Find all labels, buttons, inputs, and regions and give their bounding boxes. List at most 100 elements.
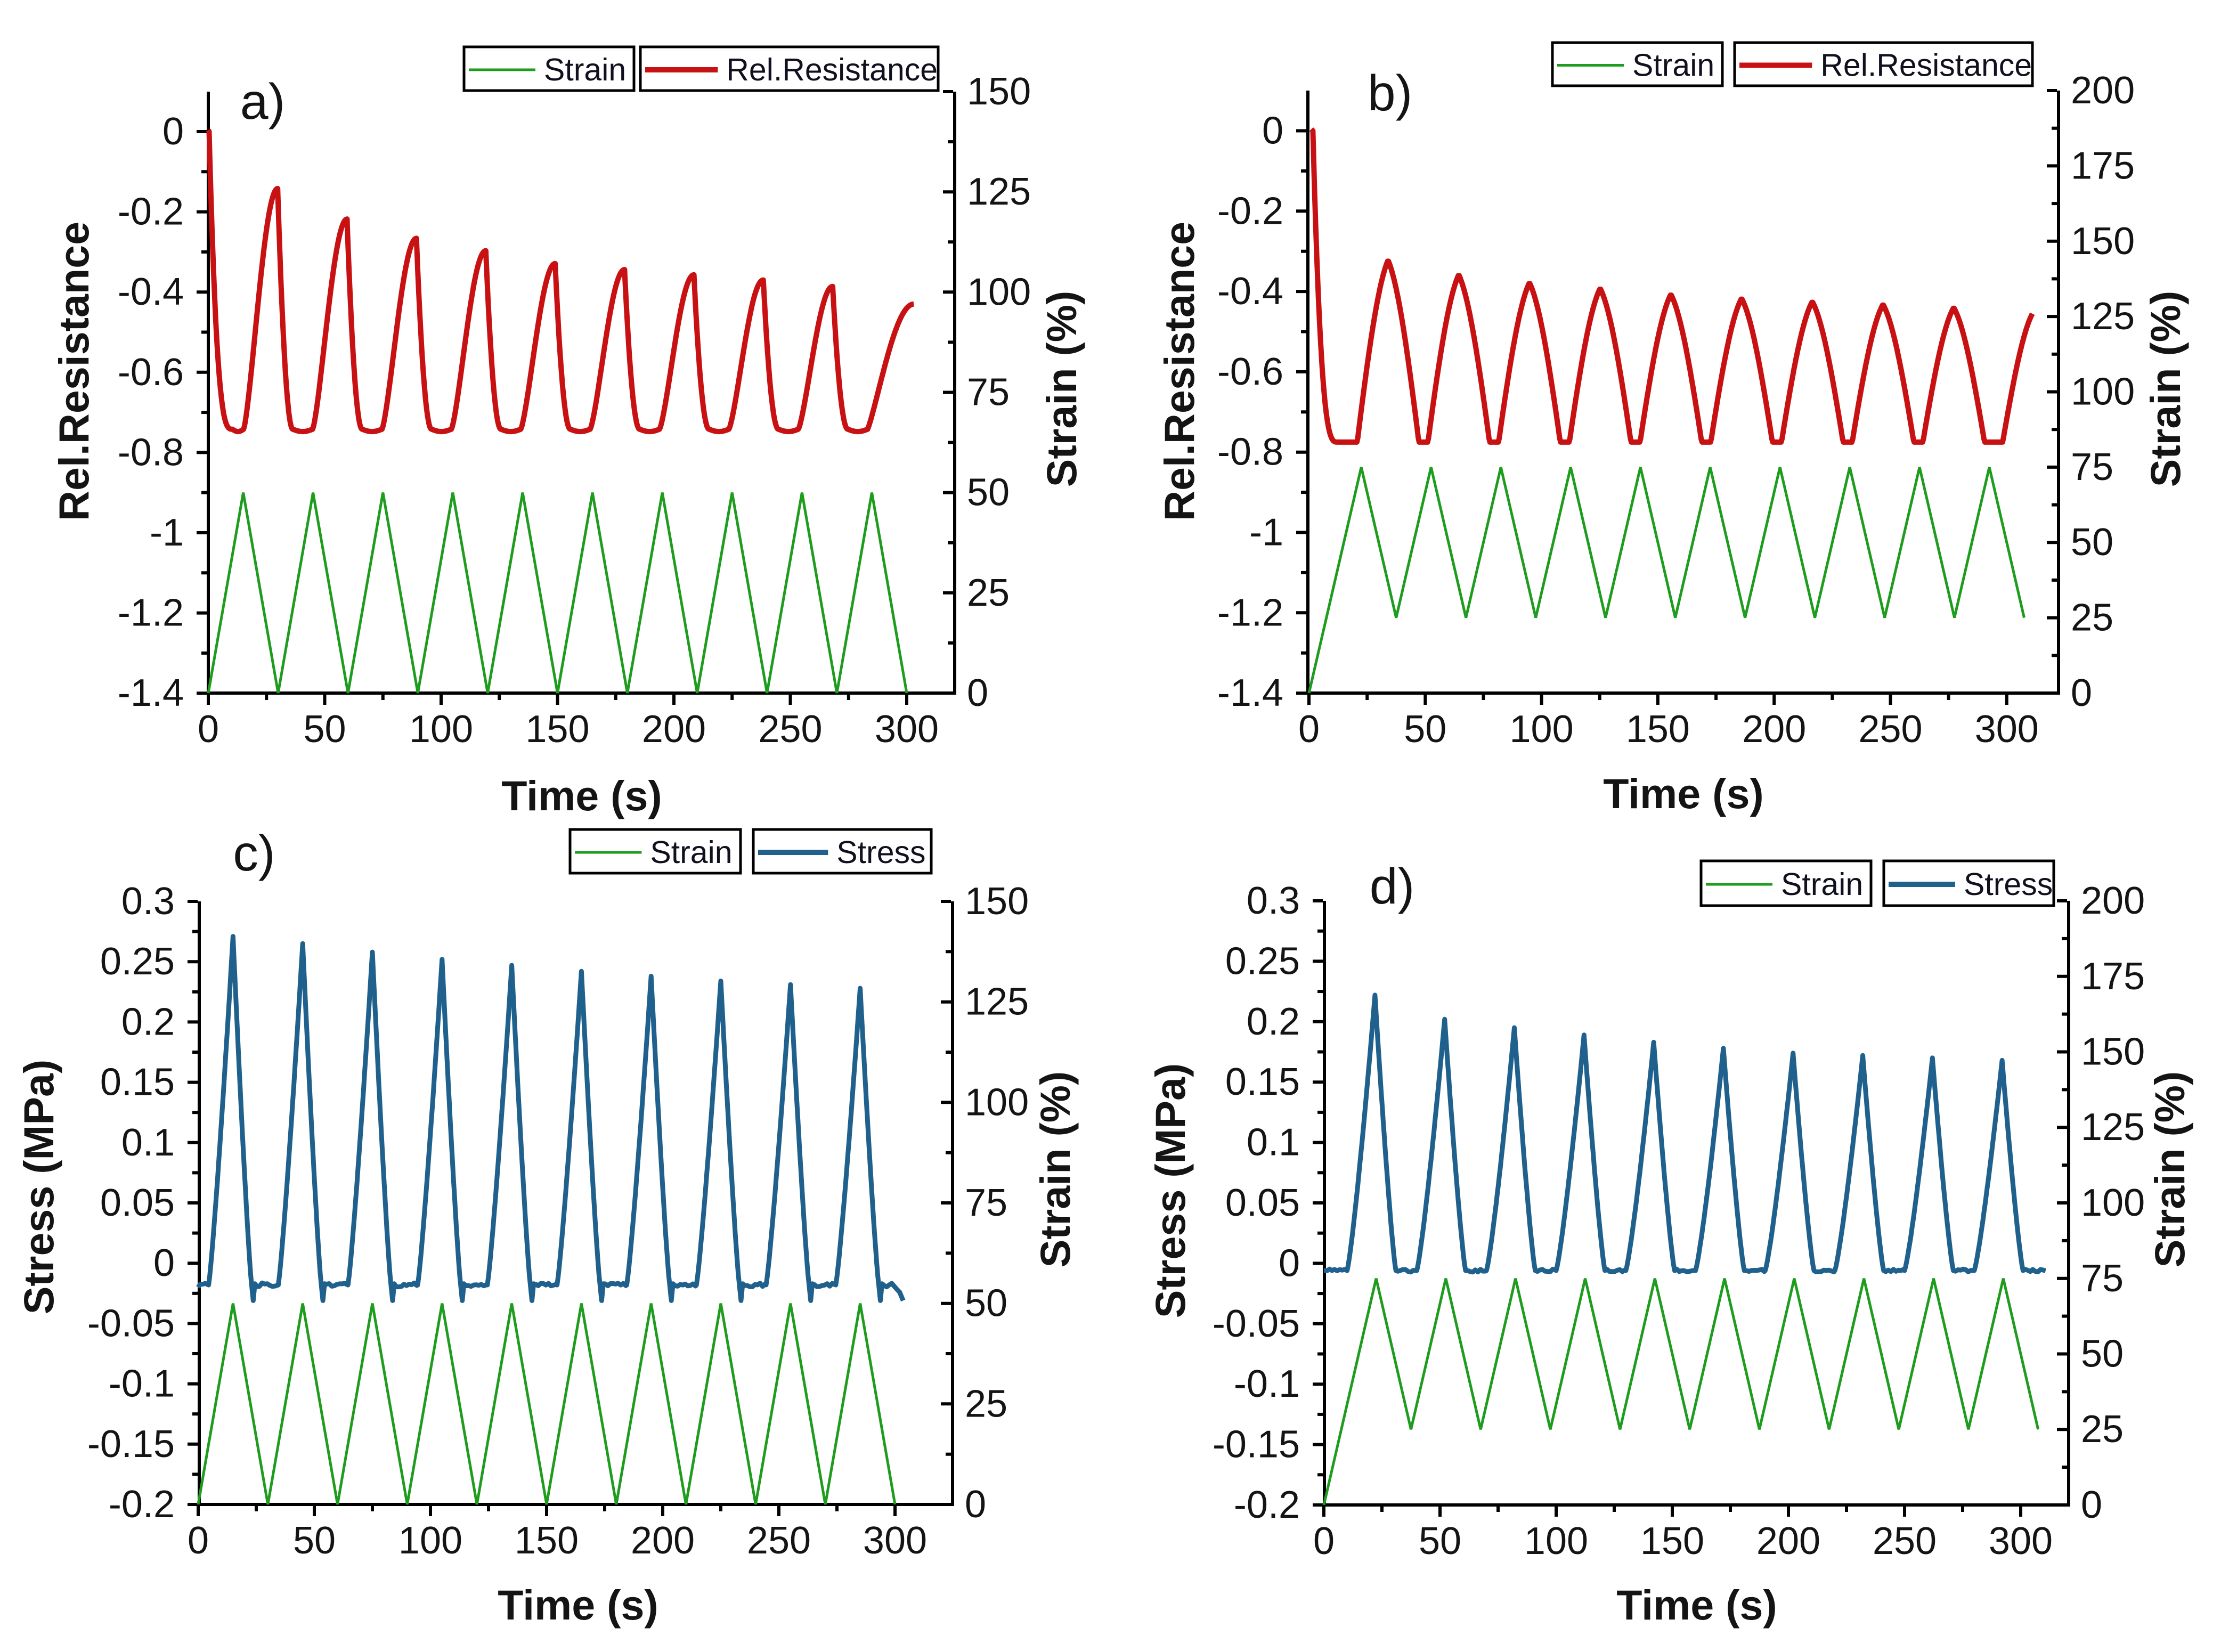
svg-text:-0.4: -0.4 [118, 271, 184, 313]
svg-text:200: 200 [2071, 69, 2135, 112]
svg-text:125: 125 [2081, 1106, 2145, 1149]
svg-text:Rel.Resistance: Rel.Resistance [1820, 48, 2032, 83]
svg-text:Strain (%): Strain (%) [1038, 291, 1085, 487]
svg-text:0.05: 0.05 [1225, 1182, 1300, 1224]
svg-text:Time (s): Time (s) [498, 1581, 658, 1629]
svg-text:Rel.Resistance: Rel.Resistance [1156, 222, 1203, 521]
svg-text:150: 150 [2071, 220, 2135, 263]
svg-text:0: 0 [967, 672, 988, 714]
svg-text:150: 150 [967, 70, 1031, 113]
svg-text:a): a) [240, 74, 285, 130]
svg-text:25: 25 [2071, 597, 2113, 639]
svg-text:-1.4: -1.4 [1217, 672, 1283, 714]
svg-text:175: 175 [2081, 955, 2145, 998]
svg-text:b): b) [1368, 65, 1412, 121]
svg-text:125: 125 [2071, 295, 2135, 338]
svg-text:-0.6: -0.6 [1217, 351, 1283, 393]
svg-text:0: 0 [2081, 1484, 2102, 1526]
svg-text:Strain: Strain [1781, 867, 1863, 902]
svg-text:Rel.Resistance: Rel.Resistance [50, 222, 97, 521]
svg-text:100: 100 [1510, 708, 1574, 751]
svg-text:-0.2: -0.2 [109, 1483, 175, 1526]
svg-text:Stress: Stress [1964, 867, 2053, 902]
svg-text:150: 150 [2081, 1031, 2145, 1073]
svg-text:Strain (%): Strain (%) [2146, 1071, 2193, 1268]
svg-text:300: 300 [875, 708, 939, 751]
svg-text:-0.2: -0.2 [118, 191, 184, 233]
svg-text:0.15: 0.15 [1225, 1061, 1300, 1103]
svg-text:75: 75 [2071, 446, 2113, 489]
svg-text:175: 175 [2071, 144, 2135, 187]
svg-text:200: 200 [1756, 1520, 1820, 1563]
svg-text:d): d) [1370, 858, 1414, 915]
svg-text:100: 100 [967, 271, 1031, 313]
svg-text:75: 75 [965, 1182, 1007, 1224]
svg-text:0.15: 0.15 [100, 1061, 175, 1104]
svg-text:Stress (MPa): Stress (MPa) [1146, 1063, 1194, 1319]
svg-text:150: 150 [515, 1519, 579, 1562]
svg-text:200: 200 [631, 1519, 695, 1562]
svg-text:Rel.Resistance: Rel.Resistance [726, 52, 938, 87]
svg-text:-0.4: -0.4 [1217, 270, 1283, 313]
svg-text:-1: -1 [150, 511, 184, 554]
svg-text:50: 50 [1404, 708, 1446, 751]
svg-text:0.3: 0.3 [1247, 880, 1300, 922]
svg-text:50: 50 [1419, 1520, 1461, 1563]
svg-text:Strain: Strain [544, 52, 626, 87]
svg-text:150: 150 [1640, 1520, 1704, 1563]
svg-text:300: 300 [1989, 1520, 2053, 1563]
svg-text:Time (s): Time (s) [1603, 770, 1763, 817]
svg-text:Time (s): Time (s) [501, 772, 662, 819]
svg-text:-1.4: -1.4 [118, 672, 184, 714]
svg-text:100: 100 [1524, 1520, 1588, 1563]
svg-text:200: 200 [2081, 880, 2145, 922]
svg-text:150: 150 [525, 708, 589, 751]
svg-text:0: 0 [162, 110, 184, 153]
svg-text:0.2: 0.2 [121, 1000, 175, 1043]
svg-text:125: 125 [967, 170, 1031, 213]
svg-text:50: 50 [2081, 1333, 2124, 1376]
svg-text:200: 200 [1742, 708, 1806, 751]
svg-text:50: 50 [2071, 521, 2113, 564]
svg-text:0.25: 0.25 [1225, 940, 1300, 982]
svg-text:25: 25 [965, 1382, 1007, 1425]
svg-text:0: 0 [1262, 110, 1283, 152]
svg-text:100: 100 [2071, 371, 2135, 413]
svg-text:-0.15: -0.15 [1213, 1423, 1300, 1466]
svg-text:100: 100 [409, 708, 473, 751]
svg-text:200: 200 [642, 708, 706, 751]
svg-text:Strain: Strain [1632, 48, 1714, 83]
svg-text:0.2: 0.2 [1247, 1000, 1300, 1043]
svg-text:0: 0 [153, 1242, 175, 1284]
svg-text:0: 0 [1298, 708, 1320, 751]
svg-text:150: 150 [1626, 708, 1690, 751]
svg-text:Strain (%): Strain (%) [1031, 1071, 1079, 1268]
svg-text:250: 250 [747, 1519, 811, 1562]
svg-text:0: 0 [188, 1519, 209, 1562]
svg-text:-0.1: -0.1 [109, 1363, 175, 1405]
svg-text:c): c) [233, 825, 275, 882]
svg-text:0.05: 0.05 [100, 1182, 175, 1224]
svg-text:-0.05: -0.05 [1213, 1303, 1300, 1345]
svg-text:0.1: 0.1 [121, 1121, 175, 1164]
svg-text:100: 100 [965, 1081, 1029, 1124]
svg-text:-1.2: -1.2 [118, 592, 184, 634]
svg-text:75: 75 [967, 371, 1010, 414]
svg-text:0: 0 [2071, 672, 2092, 714]
svg-text:25: 25 [2081, 1408, 2124, 1451]
svg-text:250: 250 [758, 708, 822, 751]
svg-text:-0.2: -0.2 [1217, 190, 1283, 232]
svg-text:75: 75 [2081, 1257, 2124, 1300]
svg-text:0: 0 [1313, 1520, 1335, 1563]
svg-text:150: 150 [965, 880, 1029, 923]
svg-text:25: 25 [967, 572, 1010, 614]
svg-text:-0.6: -0.6 [118, 351, 184, 394]
svg-text:-0.8: -0.8 [118, 431, 184, 474]
svg-text:50: 50 [967, 471, 1010, 514]
svg-text:300: 300 [863, 1519, 927, 1562]
svg-text:-0.1: -0.1 [1234, 1363, 1300, 1405]
svg-text:50: 50 [303, 708, 346, 751]
svg-text:0.1: 0.1 [1247, 1121, 1300, 1164]
svg-text:Strain (%): Strain (%) [2142, 291, 2189, 487]
svg-text:Strain: Strain [650, 835, 732, 870]
